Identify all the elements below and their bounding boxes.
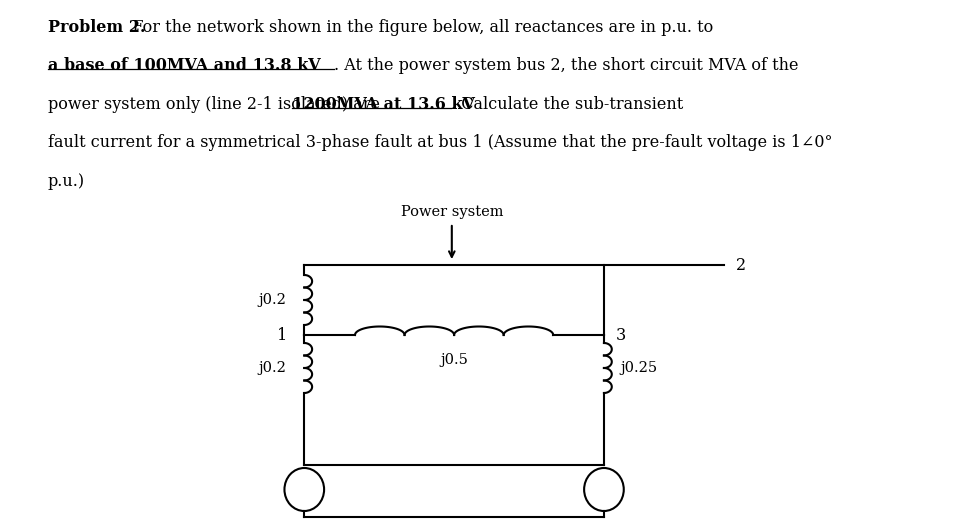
Text: j0.2: j0.2 xyxy=(258,293,286,307)
Text: . At the power system bus 2, the short circuit MVA of the: . At the power system bus 2, the short c… xyxy=(334,57,799,74)
Text: For the network shown in the figure below, all reactances are in p.u. to: For the network shown in the figure belo… xyxy=(117,19,714,36)
Text: 1200MVA at 13.6 kV: 1200MVA at 13.6 kV xyxy=(292,96,475,113)
Text: j0.5: j0.5 xyxy=(440,353,468,367)
Text: 3: 3 xyxy=(616,327,627,344)
Text: p.u.): p.u.) xyxy=(48,173,85,190)
Text: 2: 2 xyxy=(736,257,746,274)
Text: Power system: Power system xyxy=(400,205,503,219)
Text: 1: 1 xyxy=(278,327,287,344)
Text: fault current for a symmetrical 3-phase fault at bus 1 (Assume that the pre-faul: fault current for a symmetrical 3-phase … xyxy=(48,134,833,151)
Text: . Calculate the sub-transient: . Calculate the sub-transient xyxy=(451,96,683,113)
Text: j0.2: j0.2 xyxy=(258,361,286,375)
Text: j0.25: j0.25 xyxy=(621,361,658,375)
Text: power system only (line 2-1 isolated) are: power system only (line 2-1 isolated) ar… xyxy=(48,96,385,113)
Text: Problem 2.: Problem 2. xyxy=(48,19,145,36)
Text: a base of 100MVA and 13.8 kV: a base of 100MVA and 13.8 kV xyxy=(48,57,321,74)
